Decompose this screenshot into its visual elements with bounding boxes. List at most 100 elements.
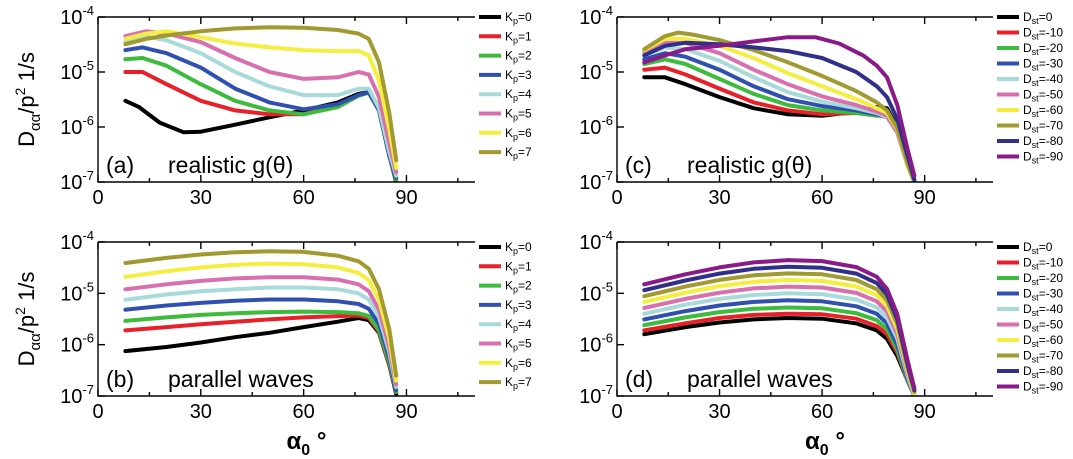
y-tick-label: 10-7	[579, 168, 613, 194]
panel-c: 0 30 60 90 10-7 10-6 10-5 10-4 (c) realistic g(θ)…	[579, 3, 1063, 209]
panel-annotation: parallel waves	[687, 366, 833, 392]
x-tick-label: 90	[395, 401, 417, 423]
y-tick-label: 10-7	[579, 382, 613, 408]
legend-entry: Dst=-10	[1023, 256, 1063, 272]
panel-label: (b)	[106, 366, 134, 392]
legend-entry: Kp=1	[505, 259, 532, 275]
legend-entry: Dst=-20	[1023, 41, 1063, 57]
x-tick-label: 30	[190, 401, 212, 423]
legend-entry: Kp=4	[505, 87, 532, 103]
legend-entry: Kp=3	[505, 68, 532, 84]
legend-entry: Dst=-10	[1023, 26, 1063, 42]
x-tick-label: 60	[293, 187, 315, 209]
legend-entry: Kp=2	[505, 49, 532, 65]
y-tick-label: 10-7	[60, 168, 94, 194]
series-line-a-6	[123, 29, 399, 170]
legend: Dst=0Dst=-10Dst=-20Dst=-30Dst=-40Dst=-50…	[997, 240, 1063, 396]
legend-entry: Kp=3	[505, 298, 532, 314]
x-tick-label: 60	[293, 401, 315, 423]
panel-annotation: parallel waves	[168, 366, 314, 392]
legend-entry: Kp=7	[505, 145, 532, 161]
series-group	[123, 249, 399, 396]
y-tick-label: 10-6	[60, 113, 94, 139]
legend-entry: Dst=-70	[1023, 119, 1063, 135]
series-line-a-7	[123, 25, 399, 163]
legend-entry: Dst=-80	[1023, 134, 1063, 150]
legend-entry: Dst=-60	[1023, 103, 1063, 119]
panel-label: (a)	[106, 152, 134, 178]
series-group	[642, 30, 917, 182]
series-line-d-9	[642, 258, 917, 391]
x-tick-label: 60	[811, 401, 833, 423]
x-tick-label: 0	[92, 187, 103, 209]
legend-entry: Dst=-40	[1023, 72, 1063, 88]
y-tick-label: 10-4	[579, 228, 613, 254]
y-tick-label: 10-5	[60, 279, 94, 305]
x-tick-label: 0	[92, 401, 103, 423]
x-tick-label: 90	[914, 187, 936, 209]
legend-entry: Kp=7	[505, 375, 532, 391]
legend-entry: Kp=6	[505, 126, 532, 142]
legend-entry: Kp=4	[505, 317, 532, 333]
x-tick-label: 0	[611, 187, 622, 209]
series-line-c-7	[642, 30, 917, 182]
x-tick-label: 60	[811, 187, 833, 209]
series-line-b-5	[123, 275, 399, 387]
legend-entry: Kp=5	[505, 337, 532, 353]
series-group	[642, 258, 917, 396]
y-tick-label: 10-6	[60, 331, 94, 357]
legend-entry: Kp=6	[505, 356, 532, 372]
x-tick-label: 30	[190, 187, 212, 209]
y-tick-label: 10-5	[60, 58, 94, 84]
y-tick-label: 10-4	[579, 3, 613, 29]
y-tick-label: 10-7	[60, 382, 94, 408]
x-axis-label: α0 °	[287, 428, 327, 459]
x-tick-label: 30	[708, 401, 730, 423]
y-axis-label: Dαα/p2 1/s	[12, 272, 44, 367]
legend-entry: Dst=-20	[1023, 271, 1063, 287]
panel-a: 0 30 60 90 10-7 10-6 10-5 10-4 (a) realistic g(θ)…	[12, 3, 532, 209]
legend-entry: Dst=-50	[1023, 88, 1063, 104]
legend-entry: Dst=-30	[1023, 287, 1063, 303]
legend-entry: Dst=-70	[1023, 349, 1063, 365]
x-axis-label: α0 °	[805, 428, 845, 459]
legend-entry: Kp=0	[505, 240, 532, 256]
panel-label: (d)	[625, 366, 653, 392]
legend-entry: Kp=0	[505, 10, 532, 26]
legend-entry: Kp=1	[505, 29, 532, 45]
x-tick-label: 0	[611, 401, 622, 423]
x-tick-label: 90	[914, 401, 936, 423]
y-axis-label: Dαα/p2 1/s	[12, 52, 44, 147]
legend: Kp=0 Kp=1 Kp=2 Kp=3 Kp=4 Kp=5 Kp=6 Kp=7	[479, 240, 532, 391]
legend-entry: Dst=-80	[1023, 364, 1063, 380]
legend-entry: Dst=-30	[1023, 57, 1063, 73]
legend-entry: Dst=-90	[1023, 150, 1063, 166]
y-tick-label: 10-6	[579, 331, 613, 357]
series-group	[123, 25, 399, 182]
y-tick-label: 10-5	[579, 279, 613, 305]
legend-entry: Kp=5	[505, 107, 532, 123]
y-tick-label: 10-6	[579, 113, 613, 139]
panel-d: 0 30 60 90 10-7 10-6 10-5 10-4 (d) parallel waves…	[579, 228, 1063, 459]
panel-b: 0 30 60 90 10-7 10-6 10-5 10-4 (b) parallel waves…	[12, 228, 532, 459]
x-tick-label: 30	[708, 187, 730, 209]
series-line-a-4	[123, 34, 399, 178]
legend: Kp=0 Kp=1 Kp=2 Kp=3 Kp=4 Kp=5 Kp=6 Kp=7	[479, 10, 532, 161]
y-tick-label: 10-5	[579, 58, 613, 84]
legend: Dst=0Dst=-10Dst=-20Dst=-30Dst=-40Dst=-50…	[997, 10, 1063, 166]
y-tick-label: 10-4	[60, 228, 94, 254]
legend-entry: Dst=-90	[1023, 380, 1063, 396]
legend-entry: Dst=0	[1023, 240, 1053, 256]
series-line-c-9	[642, 35, 917, 178]
series-line-c-8	[642, 40, 917, 182]
y-tick-label: 10-4	[60, 3, 94, 29]
series-line-b-7	[123, 249, 399, 378]
legend-entry: Kp=2	[505, 279, 532, 295]
legend-entry: Dst=0	[1023, 10, 1053, 26]
series-line-b-6	[123, 261, 399, 383]
panel-label: (c)	[625, 152, 652, 178]
legend-entry: Dst=-60	[1023, 333, 1063, 349]
legend-entry: Dst=-50	[1023, 318, 1063, 334]
panel-annotation: realistic g(θ)	[687, 152, 812, 178]
x-tick-label: 90	[395, 187, 417, 209]
